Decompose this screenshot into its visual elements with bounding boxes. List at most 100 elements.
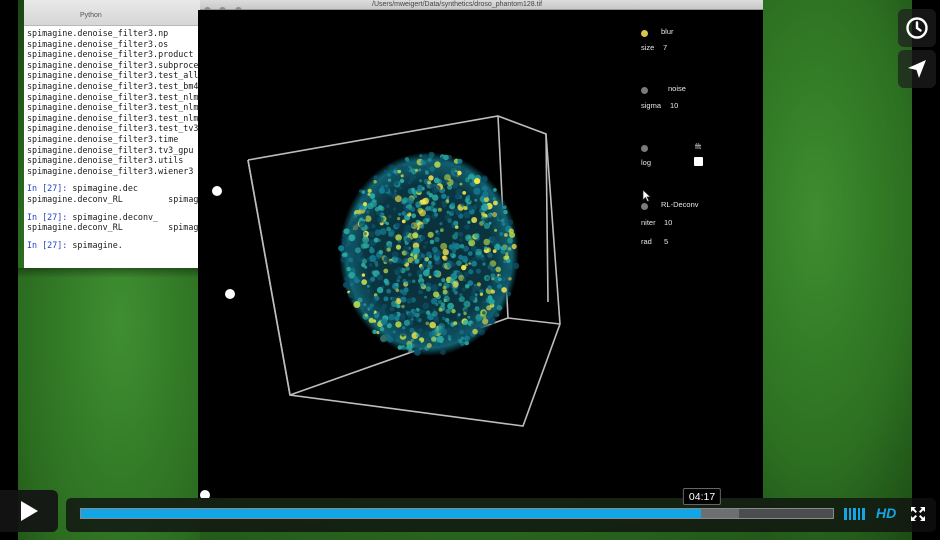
progress-bar[interactable] bbox=[80, 508, 834, 519]
rad-value[interactable]: 5 bbox=[664, 237, 669, 246]
play-button[interactable] bbox=[0, 490, 58, 532]
speckle bbox=[338, 245, 345, 252]
speckle bbox=[429, 321, 436, 329]
share-button[interactable] bbox=[898, 50, 936, 88]
terminal-prompt-line: In [27]: spimagine.deconv_ bbox=[27, 212, 198, 223]
blur-radio[interactable] bbox=[641, 30, 648, 37]
rl-deconv-radio[interactable] bbox=[641, 203, 648, 210]
speckle bbox=[380, 318, 388, 326]
speckle bbox=[434, 327, 440, 333]
speckle bbox=[508, 228, 514, 234]
volume-render bbox=[200, 115, 561, 498]
speckle bbox=[362, 236, 370, 244]
terminal-tab-title: Python bbox=[80, 12, 102, 19]
speckle bbox=[454, 193, 461, 200]
speckle bbox=[454, 231, 459, 236]
speckle bbox=[447, 218, 452, 223]
speckle bbox=[401, 290, 408, 296]
speckle bbox=[422, 309, 426, 314]
log-checkbox[interactable] bbox=[694, 157, 703, 166]
speckle bbox=[464, 224, 470, 230]
speckle bbox=[392, 330, 396, 334]
speckle bbox=[372, 319, 377, 323]
speckle bbox=[492, 243, 496, 247]
speckle bbox=[450, 334, 458, 342]
speckle bbox=[411, 188, 415, 192]
speckle bbox=[357, 297, 363, 303]
speckle bbox=[461, 166, 465, 170]
light-marker-2 bbox=[225, 289, 235, 299]
speckle bbox=[472, 320, 476, 324]
speckle bbox=[386, 226, 391, 232]
speckle bbox=[398, 186, 402, 190]
speckle bbox=[451, 248, 457, 254]
sigma-value[interactable]: 10 bbox=[670, 101, 679, 110]
speckle bbox=[427, 180, 431, 185]
speckle bbox=[457, 158, 463, 164]
terminal-shadow bbox=[18, 268, 200, 278]
noise-radio[interactable] bbox=[641, 87, 648, 94]
speckle bbox=[391, 251, 399, 258]
speckle bbox=[379, 307, 386, 313]
speckle bbox=[482, 191, 489, 198]
speckle bbox=[411, 224, 414, 227]
speckle bbox=[364, 215, 372, 222]
size-value[interactable]: 7 bbox=[663, 43, 668, 52]
speckle bbox=[467, 280, 474, 286]
speckle bbox=[362, 215, 367, 220]
speckle bbox=[424, 295, 427, 299]
speckle bbox=[511, 243, 517, 250]
speckle bbox=[492, 212, 498, 218]
speckle bbox=[429, 166, 435, 172]
terminal-window: Python spimagine.denoise_filter3.np spima… bbox=[24, 0, 200, 268]
played-indicator bbox=[81, 509, 702, 518]
speckle bbox=[341, 240, 348, 246]
volume-control[interactable] bbox=[844, 508, 868, 520]
speckle bbox=[472, 204, 478, 210]
speckle bbox=[434, 236, 440, 243]
speckle bbox=[490, 273, 495, 278]
fullscreen-icon[interactable] bbox=[910, 506, 926, 522]
speckle bbox=[467, 220, 471, 224]
speckle bbox=[410, 207, 416, 212]
volume-viewer[interactable]: blur size 7 noise sigma 10 fft log RL-De… bbox=[198, 10, 763, 498]
speckle bbox=[472, 289, 476, 292]
speckle bbox=[383, 278, 389, 284]
speckle bbox=[428, 175, 434, 181]
speckle bbox=[504, 255, 510, 260]
speckle bbox=[364, 313, 368, 317]
speckle bbox=[411, 279, 416, 284]
niter-value[interactable]: 10 bbox=[664, 218, 673, 227]
speckle bbox=[472, 257, 475, 261]
speckle bbox=[427, 263, 433, 270]
fft-radio[interactable] bbox=[641, 145, 648, 152]
terminal-prompt: In [27]: bbox=[27, 183, 68, 194]
terminal-prompt-line: In [27]: spimagine. bbox=[27, 240, 198, 251]
speckle bbox=[458, 274, 465, 281]
speckle bbox=[470, 323, 475, 327]
speckle bbox=[464, 335, 471, 342]
speckle bbox=[453, 221, 458, 226]
speckle bbox=[405, 202, 410, 206]
speckle bbox=[463, 278, 467, 282]
speckle bbox=[418, 328, 423, 333]
speckle bbox=[496, 305, 503, 311]
speckle bbox=[393, 312, 398, 316]
watch-later-button[interactable] bbox=[898, 9, 936, 47]
speckle bbox=[368, 231, 375, 238]
speckle bbox=[458, 231, 464, 237]
speckle bbox=[460, 336, 464, 340]
speckle bbox=[495, 266, 502, 273]
speckle bbox=[487, 285, 492, 290]
speckle bbox=[483, 246, 488, 250]
speckle bbox=[468, 251, 473, 256]
speckle bbox=[404, 224, 412, 232]
speckle bbox=[405, 281, 409, 285]
speckle bbox=[348, 272, 355, 279]
speckle bbox=[481, 257, 486, 261]
hd-toggle-button[interactable]: HD bbox=[876, 505, 897, 521]
speckle bbox=[437, 207, 442, 212]
speckle bbox=[476, 307, 480, 311]
speckle bbox=[433, 270, 441, 277]
